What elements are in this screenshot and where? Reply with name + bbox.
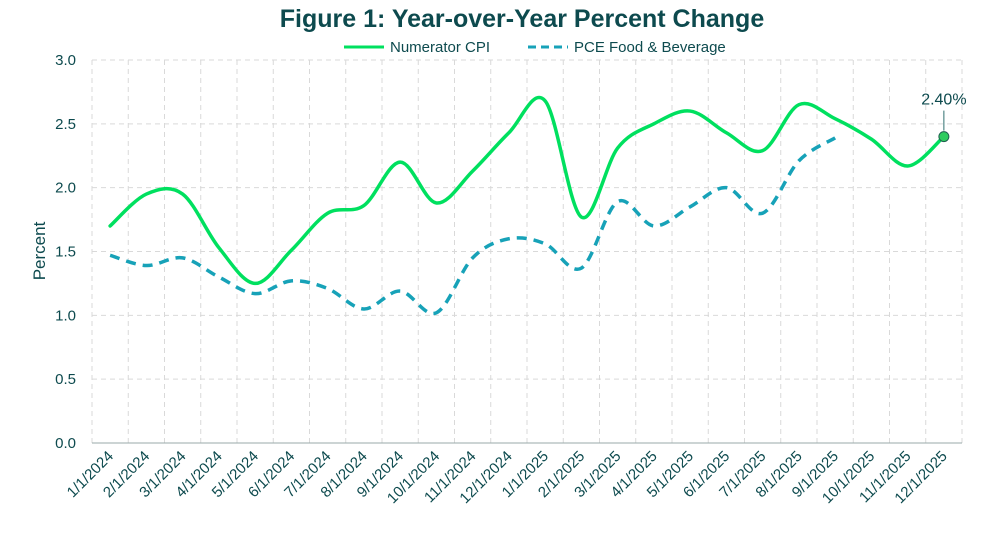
y-tick-label: 1.0 bbox=[55, 307, 76, 324]
chart-title: Figure 1: Year-over-Year Percent Change bbox=[280, 5, 765, 33]
y-tick-label: 2.5 bbox=[55, 116, 76, 133]
annotation-marker bbox=[938, 131, 950, 143]
y-tick-label: 1.5 bbox=[55, 244, 76, 261]
annotation-label: 2.40% bbox=[921, 92, 966, 109]
legend-label-pce: PCE Food & Beverage bbox=[574, 39, 726, 56]
legend: Numerator CPI PCE Food & Beverage bbox=[344, 39, 726, 56]
y-tick-label: 0.0 bbox=[55, 435, 76, 452]
series-line-numerator-cpi bbox=[108, 96, 946, 286]
y-tick-label: 0.5 bbox=[55, 371, 76, 388]
series-line-pce-food-beverage bbox=[109, 136, 837, 316]
y-tick-label: 3.0 bbox=[55, 52, 76, 69]
y-tick-label: 2.0 bbox=[55, 180, 76, 197]
y-axis-label: Percent bbox=[30, 221, 49, 280]
legend-label-numerator-cpi: Numerator CPI bbox=[390, 39, 490, 56]
